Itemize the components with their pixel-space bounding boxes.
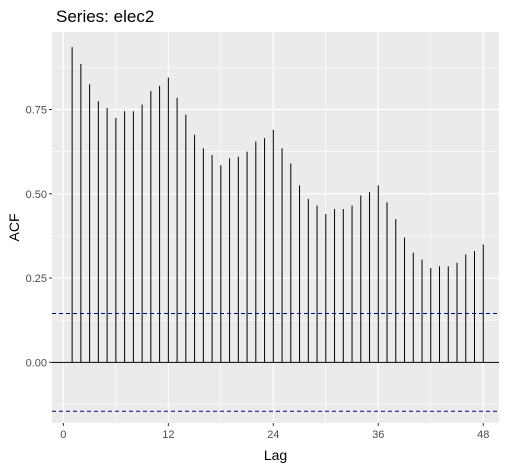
x-tick-label: 48 bbox=[477, 429, 489, 441]
chart-title: Series: elec2 bbox=[56, 7, 154, 26]
acf-bars bbox=[71, 47, 484, 363]
y-axis-title: ACF bbox=[6, 214, 22, 242]
y-tick-label: 0.50 bbox=[26, 189, 47, 201]
y-tick-label: 0.00 bbox=[26, 357, 47, 369]
plot-panel bbox=[52, 32, 499, 423]
x-axis-ticks: 0 12 24 36 48 bbox=[60, 423, 489, 441]
x-tick-label: 36 bbox=[372, 429, 384, 441]
x-tick-label: 12 bbox=[162, 429, 174, 441]
x-tick-label: 24 bbox=[267, 429, 279, 441]
y-tick-label: 0.25 bbox=[26, 273, 47, 285]
minor-gridlines bbox=[52, 32, 499, 423]
y-axis-ticks: 0.00 0.25 0.50 0.75 bbox=[26, 105, 52, 369]
confidence-bounds bbox=[52, 312, 499, 412]
x-axis-title: Lag bbox=[264, 447, 287, 463]
y-tick-label: 0.75 bbox=[26, 105, 47, 117]
x-tick-label: 0 bbox=[60, 429, 66, 441]
